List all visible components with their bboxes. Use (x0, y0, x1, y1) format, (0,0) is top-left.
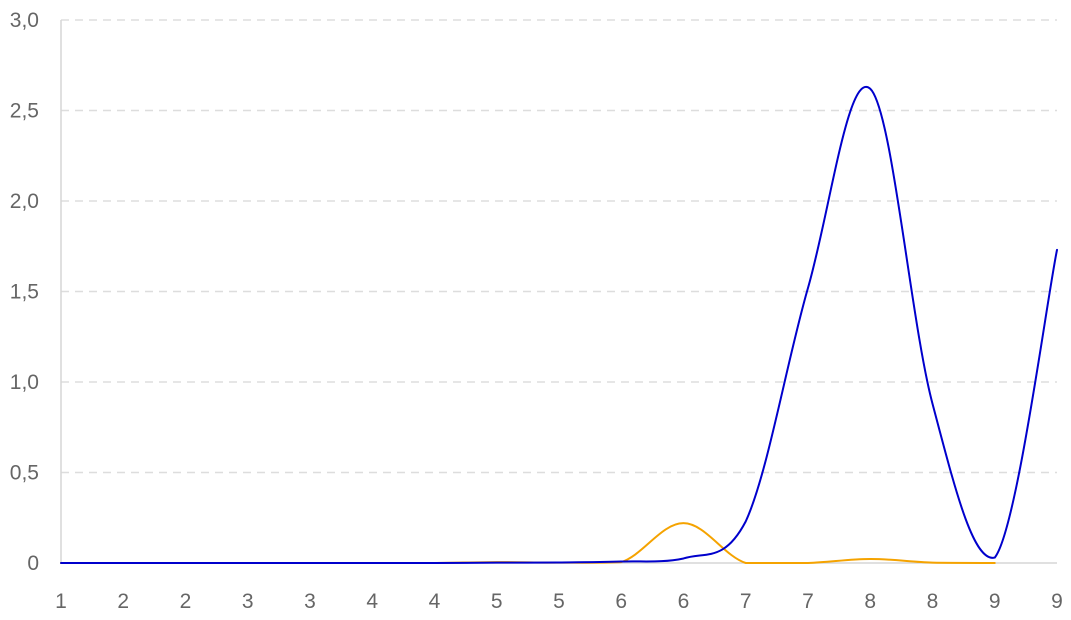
x-tick-label: 7 (802, 590, 814, 613)
y-tick-label: 1,0 (10, 371, 39, 394)
x-tick-label: 3 (304, 590, 316, 613)
y-tick-label: 0,5 (10, 462, 39, 485)
y-tick-label: 2,0 (10, 190, 39, 213)
x-tick-label: 8 (927, 590, 939, 613)
x-tick-label: 2 (117, 590, 129, 613)
x-tick-label: 6 (615, 590, 627, 613)
x-tick-label: 8 (864, 590, 876, 613)
x-tick-label: 1 (55, 590, 67, 613)
x-tick-label: 9 (989, 590, 1001, 613)
x-tick-label: 4 (429, 590, 441, 613)
series-lines (60, 85, 1058, 564)
y-tick-label: 2,5 (10, 100, 39, 123)
y-tick-label: 3,0 (10, 9, 39, 32)
x-tick-label: 3 (242, 590, 254, 613)
x-tick-label: 5 (553, 590, 565, 613)
x-tick-label: 5 (491, 590, 503, 613)
y-tick-label: 1,5 (10, 281, 39, 304)
x-axis-tick-labels: 1 2 2 3 3 4 4 5 5 6 6 7 7 8 8 9 9 (55, 590, 1063, 613)
y-axis-tick-labels: 0 0,5 1,0 1,5 2,0 2,5 3,0 (10, 9, 39, 575)
y-tick-label: 0 (27, 552, 39, 575)
x-tick-label: 9 (1051, 590, 1063, 613)
x-tick-label: 2 (180, 590, 192, 613)
series-line-1 (60, 522, 996, 564)
x-tick-label: 4 (366, 590, 378, 613)
grid-lines (61, 19, 1057, 474)
x-tick-label: 6 (678, 590, 690, 613)
x-tick-label: 7 (740, 590, 752, 613)
series-line-2 (60, 85, 1058, 564)
